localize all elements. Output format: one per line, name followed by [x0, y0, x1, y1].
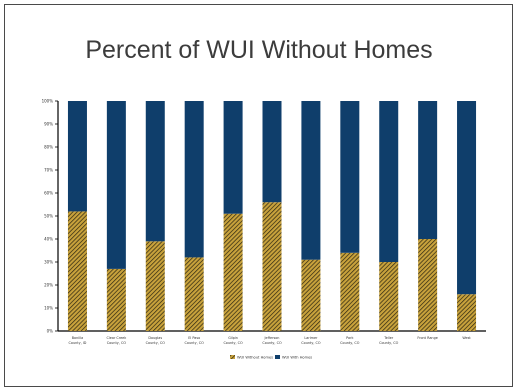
y-tick-label: 30%: [44, 260, 53, 265]
y-tick-label: 10%: [44, 306, 53, 311]
bar-wui-with-homes: [418, 101, 438, 239]
bar-wui-without-homes: [145, 241, 165, 331]
y-tick-label: 80%: [44, 145, 53, 150]
bar-wui-without-homes: [301, 259, 321, 331]
bar-wui-with-homes: [223, 101, 243, 214]
bar-wui-with-homes: [184, 101, 204, 258]
x-category-label: County, CO: [185, 341, 205, 345]
bar-wui-with-homes: [106, 101, 126, 269]
y-tick-label: 70%: [44, 168, 53, 173]
chart-title: Percent of WUI Without Homes: [85, 36, 433, 64]
bar-wui-with-homes: [145, 101, 165, 242]
bar-wui-without-homes: [106, 268, 126, 331]
x-category-label: Douglas: [148, 336, 162, 340]
x-category-label: Larimer: [304, 336, 318, 340]
x-category-label: El Paso: [188, 336, 200, 340]
chart-bars: [67, 101, 477, 331]
bar-wui-with-homes: [340, 101, 360, 253]
x-category-label: County, CO: [301, 341, 321, 345]
bar-wui-with-homes: [67, 101, 87, 212]
y-tick-label: 40%: [44, 237, 53, 242]
legend-swatch-without-homes: [230, 355, 235, 359]
x-category-label: County, CO: [107, 341, 127, 345]
x-category-label: Teller: [383, 336, 394, 340]
legend-label-without-homes: WUI Without Homes: [237, 356, 273, 360]
bar-wui-without-homes: [418, 239, 438, 331]
bar-wui-without-homes: [67, 211, 87, 331]
chart-legend: WUI Without Homes WUI With Homes: [230, 355, 312, 360]
y-tick-label: 100%: [42, 99, 54, 104]
y-tick-label: 0%: [47, 329, 54, 334]
x-category-label: Jefferson: [264, 336, 280, 340]
x-category-label: Front Range: [417, 336, 437, 340]
x-category-label: County, CO: [340, 341, 360, 345]
legend-label-with-homes: WUI With Homes: [282, 356, 312, 360]
bar-wui-without-homes: [223, 213, 243, 331]
x-category-label: Park: [346, 336, 353, 340]
y-tick-label: 60%: [44, 191, 53, 196]
x-category-label: County, ID: [69, 341, 87, 345]
x-category-label: Bonilla: [72, 336, 83, 340]
bar-wui-with-homes: [301, 101, 321, 260]
x-category-label: West: [462, 336, 471, 340]
bar-wui-without-homes: [379, 262, 399, 331]
x-category-label: County, CO: [223, 341, 243, 345]
bar-wui-with-homes: [262, 101, 282, 203]
bar-wui-without-homes: [457, 294, 477, 331]
bar-wui-without-homes: [184, 257, 204, 331]
y-tick-label: 20%: [44, 283, 53, 288]
bar-wui-with-homes: [457, 101, 477, 295]
bar-wui-without-homes: [340, 252, 360, 331]
legend-swatch-with-homes: [275, 355, 280, 359]
bar-wui-without-homes: [262, 202, 282, 331]
y-tick-label: 50%: [44, 214, 53, 219]
x-category-label: Gilpin: [228, 336, 238, 340]
y-tick-label: 90%: [44, 122, 53, 127]
x-category-label: County, CO: [146, 341, 166, 345]
bar-wui-with-homes: [379, 101, 399, 262]
chart-labels: 0% 10% 20% 30% 40% 50% 60% 70% 80% 90% 100% Bonilla…: [42, 99, 472, 346]
x-category-label: County, CO: [262, 341, 282, 345]
x-category-label: County, CO: [379, 341, 399, 345]
x-category-label: Clear Creek: [106, 336, 126, 340]
